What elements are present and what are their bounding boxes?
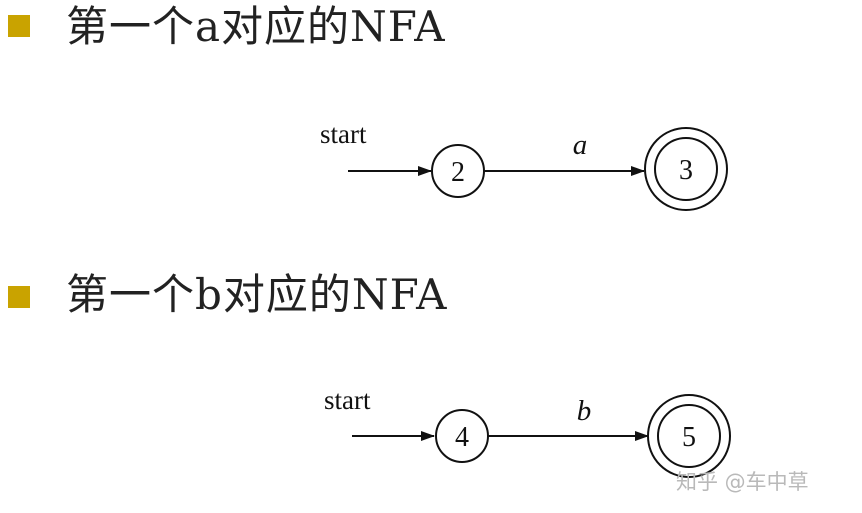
state-label: 2 (451, 157, 465, 188)
section-heading-a: 第一个a对应的NFA (66, 2, 446, 51)
edge-label: a (573, 129, 588, 161)
bullet-square (8, 286, 30, 308)
start-label: start (320, 119, 367, 149)
accept-state-outer-ring (647, 394, 731, 478)
accept-state-label: 5 (682, 422, 696, 453)
nfa-diagram-b: start 4 b 5 (312, 376, 752, 486)
accept-state-node (657, 404, 721, 468)
accept-state-node (654, 137, 718, 201)
state-label: 4 (455, 422, 469, 453)
accept-state-label: 3 (679, 155, 693, 186)
start-label: start (324, 385, 371, 415)
edge-label: b (577, 395, 592, 427)
section-heading-b: 第一个b对应的NFA (66, 270, 448, 319)
accept-state-outer-ring (644, 127, 728, 211)
bullet-square (8, 15, 30, 37)
watermark: 知乎 @车中草 (676, 470, 809, 494)
nfa-diagram-a: start 2 a 3 (310, 108, 750, 218)
